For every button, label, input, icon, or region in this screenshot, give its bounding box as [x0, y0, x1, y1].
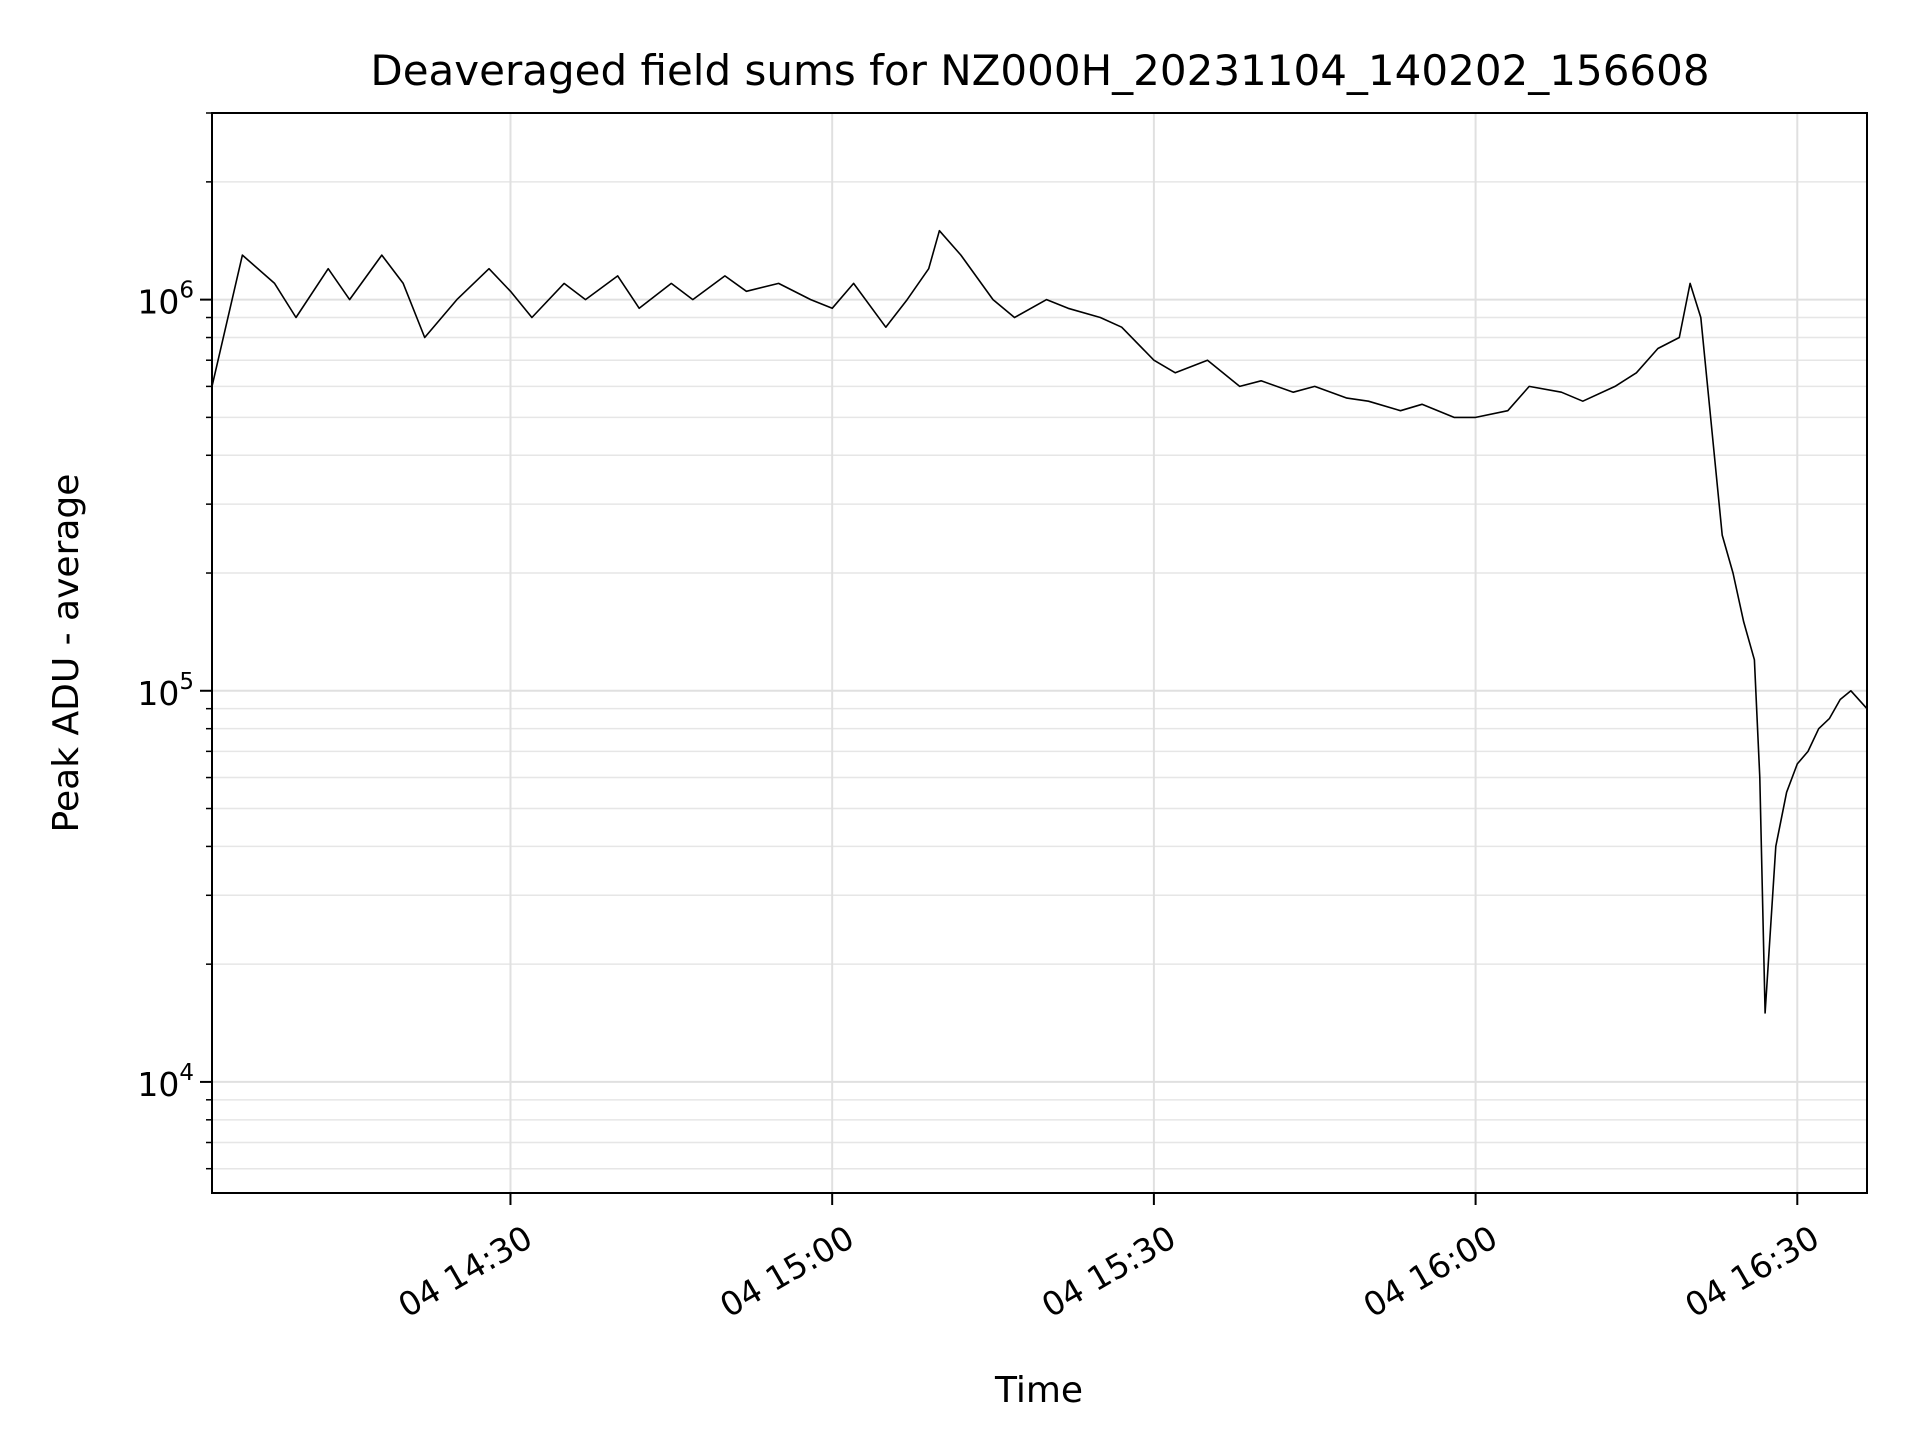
x-tick-label: 04 16:30	[1678, 1218, 1825, 1326]
y-tick-label: 105	[137, 669, 194, 713]
y-tick-base: 10	[137, 1065, 179, 1104]
y-tick-base: 10	[137, 674, 179, 713]
y-axis-label: Peak ADU - average	[46, 474, 87, 833]
x-tick-label: 04 14:30	[392, 1218, 539, 1326]
x-axis-label: Time	[994, 1370, 1083, 1411]
x-tick-label: 04 16:00	[1357, 1218, 1504, 1326]
x-tick-label: 04 15:30	[1035, 1218, 1182, 1326]
chart-title: Deaveraged field sums for NZ000H_2023110…	[370, 46, 1709, 95]
y-tick-exponent: 5	[179, 669, 194, 695]
x-axis: 04 14:30 04 15:00 04 15:30 04 16:00 04 16:30	[392, 1193, 1826, 1325]
series-layer	[211, 229, 1868, 1014]
x-tick-label: 04 15:00	[713, 1218, 860, 1326]
series-line	[211, 229, 1868, 1014]
plot-area-frame	[211, 112, 1868, 1194]
grid	[212, 112, 1867, 1193]
y-tick-exponent: 6	[179, 278, 194, 304]
y-tick-label: 104	[137, 1060, 194, 1104]
y-tick-base: 10	[137, 283, 179, 322]
y-tick-exponent: 4	[179, 1060, 194, 1086]
y-tick-label: 106	[137, 278, 194, 322]
